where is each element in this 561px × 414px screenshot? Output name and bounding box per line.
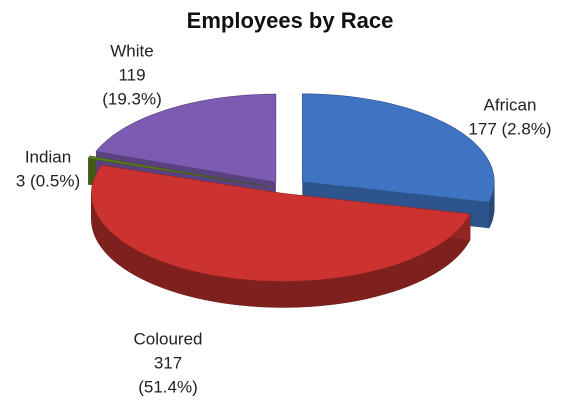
value-label: 119	[118, 65, 145, 84]
value-label: 177 (2.8%)	[468, 119, 551, 138]
slice-label: Coloured	[134, 329, 203, 348]
chart-title: Employees by Race	[187, 8, 394, 33]
value-label: (51.4%)	[138, 377, 198, 396]
slice-label: White	[110, 41, 153, 60]
value-label: 317	[154, 353, 182, 372]
pie-slice	[301, 93, 495, 203]
slice-label: African	[484, 95, 537, 114]
value-label: 3 (0.5%)	[16, 171, 80, 190]
pie-slice	[91, 164, 471, 282]
pie-tops	[87, 93, 495, 282]
pie-slice	[87, 155, 270, 188]
slice-label: Indian	[25, 147, 71, 166]
pie-slice	[95, 93, 277, 183]
value-label: (19.3%)	[102, 89, 162, 108]
